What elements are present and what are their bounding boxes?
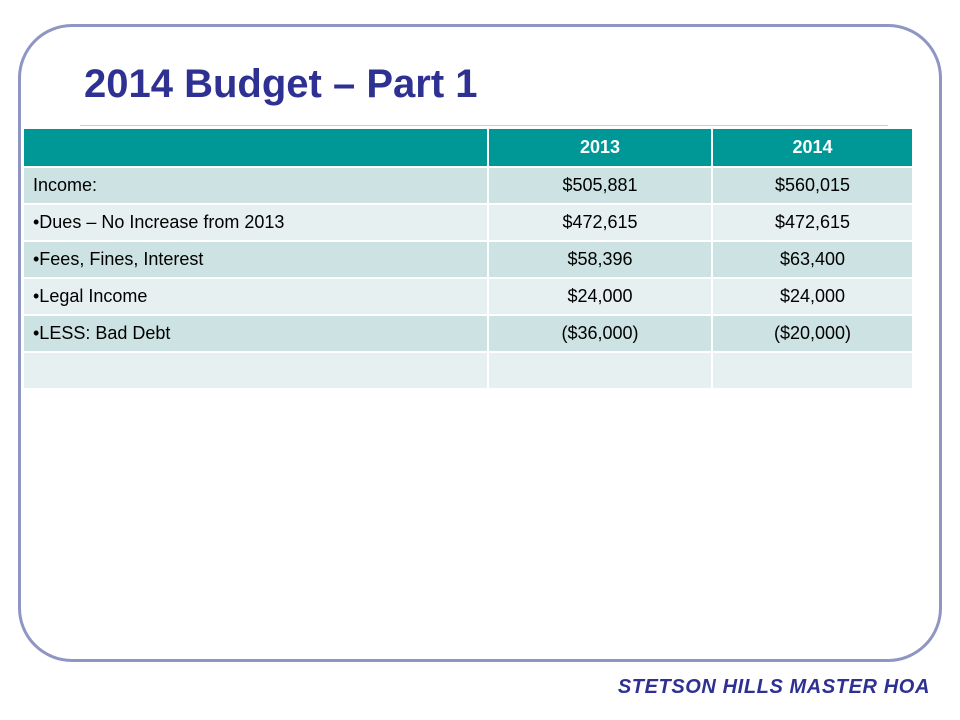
row-value-2013: $58,396 <box>488 241 713 279</box>
slide-title: 2014 Budget – Part 1 <box>84 62 478 106</box>
title-divider <box>80 125 888 126</box>
row-label: Income: <box>24 167 489 205</box>
row-value-2013: $24,000 <box>488 278 713 316</box>
row-value-2014: $560,015 <box>712 167 912 205</box>
row-value-2014: $63,400 <box>712 241 912 279</box>
header-cell-2014: 2014 <box>712 129 912 168</box>
table-row: •LESS: Bad Debt ($36,000) ($20,000) <box>24 315 912 353</box>
row-value-2013: $472,615 <box>488 204 713 242</box>
row-value-2014 <box>712 352 912 390</box>
table-row: •Legal Income $24,000 $24,000 <box>24 278 912 316</box>
row-value-2013 <box>488 352 713 390</box>
table-row: •Dues – No Increase from 2013 $472,615 $… <box>24 204 912 242</box>
table-header-row: 2013 2014 <box>24 129 912 168</box>
table-row: Income: $505,881 $560,015 <box>24 167 912 205</box>
budget-table: 2013 2014 Income: $505,881 $560,015 •Due… <box>24 129 912 390</box>
row-label: •Legal Income <box>24 278 489 316</box>
row-value-2013: $505,881 <box>488 167 713 205</box>
table-row: •Fees, Fines, Interest $58,396 $63,400 <box>24 241 912 279</box>
header-cell-2013: 2013 <box>488 129 713 168</box>
row-value-2014: ($20,000) <box>712 315 912 353</box>
table-row-empty <box>24 352 912 390</box>
row-value-2014: $472,615 <box>712 204 912 242</box>
row-label: •Dues – No Increase from 2013 <box>24 204 489 242</box>
row-label <box>24 352 489 390</box>
row-label: •LESS: Bad Debt <box>24 315 489 353</box>
row-value-2013: ($36,000) <box>488 315 713 353</box>
row-value-2014: $24,000 <box>712 278 912 316</box>
footer-brand: STETSON HILLS MASTER HOA <box>617 676 930 698</box>
header-cell-label <box>24 129 489 168</box>
row-label: •Fees, Fines, Interest <box>24 241 489 279</box>
